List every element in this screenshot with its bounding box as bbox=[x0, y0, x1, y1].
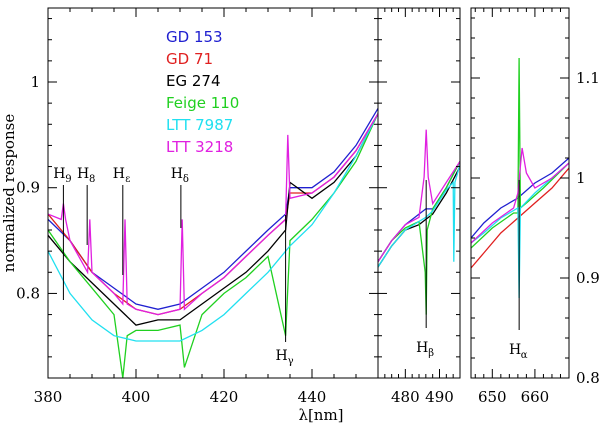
x-tick-label-halpha-660: 660 bbox=[521, 388, 550, 406]
annotation-sub-h6: α bbox=[521, 350, 528, 361]
series-line-ltt-7987-panel-1 bbox=[378, 164, 460, 268]
x-tick-label-hbeta-480: 480 bbox=[391, 388, 420, 406]
left-y-tick-label-1: 0.9 bbox=[16, 179, 40, 197]
right-y-tick-label-0: 0.8 bbox=[576, 369, 600, 387]
series-line-ltt-3218-panel-2 bbox=[471, 147, 569, 244]
series-line-gd-153-panel-1 bbox=[378, 161, 460, 263]
legend-entry-gd-71: GD 71 bbox=[166, 50, 213, 68]
legend-entry-ltt-7987: LTT 7987 bbox=[166, 116, 233, 134]
annotation-label-h3: H bbox=[171, 166, 183, 182]
panel-frame-halpha bbox=[470, 7, 570, 379]
x-tick-label-blue-440: 440 bbox=[298, 388, 327, 406]
annotation-label-h4: H bbox=[275, 348, 287, 364]
legend-entry-eg-274: EG 274 bbox=[166, 72, 221, 90]
annotation-sub-h3: δ bbox=[183, 174, 189, 185]
annotation-label-h0: H bbox=[53, 166, 65, 182]
x-tick-label-blue-380: 380 bbox=[34, 388, 63, 406]
legend-entry-ltt-3218: LTT 3218 bbox=[166, 138, 233, 156]
annotation-sub-h0: 9 bbox=[65, 174, 71, 185]
series-line-eg-274-panel-0 bbox=[48, 113, 378, 326]
y-axis-label: normalized response bbox=[0, 114, 18, 273]
series-line-gd-153-panel-0 bbox=[48, 108, 378, 310]
annotation-label-h2: H bbox=[113, 166, 125, 182]
series-line-ltt-3218-panel-1 bbox=[378, 129, 460, 263]
series-line-ltt-3218-panel-0 bbox=[48, 113, 378, 316]
left-y-tick-label-0: 0.8 bbox=[16, 284, 40, 302]
left-y-tick-label-2: 1 bbox=[30, 73, 40, 91]
right-y-tick-label-1: 0.9 bbox=[576, 269, 600, 287]
x-tick-label-blue-400: 400 bbox=[122, 388, 151, 406]
series-line-feige-110-panel-0 bbox=[48, 113, 378, 378]
x-tick-label-halpha-650: 650 bbox=[478, 388, 507, 406]
annotation-sub-h5: β bbox=[428, 348, 434, 359]
legend-entry-gd-153: GD 153 bbox=[166, 28, 223, 46]
series-line-feige-110-panel-1 bbox=[378, 161, 460, 315]
x-axis-label: λ[nm] bbox=[298, 406, 343, 424]
x-tick-label-blue-420: 420 bbox=[210, 388, 239, 406]
legend-entry-feige-110: Feige 110 bbox=[166, 94, 239, 112]
x-tick-label-hbeta-490: 490 bbox=[425, 388, 454, 406]
annotation-label-h1: H bbox=[77, 166, 89, 182]
series-line-feige-110-panel-2 bbox=[471, 57, 569, 249]
annotation-label-h5: H bbox=[416, 340, 428, 356]
annotation-sub-h2: ε bbox=[125, 174, 130, 185]
panel-frame-hbeta bbox=[377, 7, 461, 379]
annotation-sub-h4: γ bbox=[288, 356, 294, 367]
annotation-sub-h1: 8 bbox=[89, 174, 95, 185]
annotation-label-h6: H bbox=[509, 342, 521, 358]
series-line-ltt-7987-panel-0 bbox=[48, 113, 378, 342]
right-y-tick-label-2: 1 bbox=[576, 169, 586, 187]
right-y-tick-label-3: 1.1 bbox=[576, 69, 600, 87]
